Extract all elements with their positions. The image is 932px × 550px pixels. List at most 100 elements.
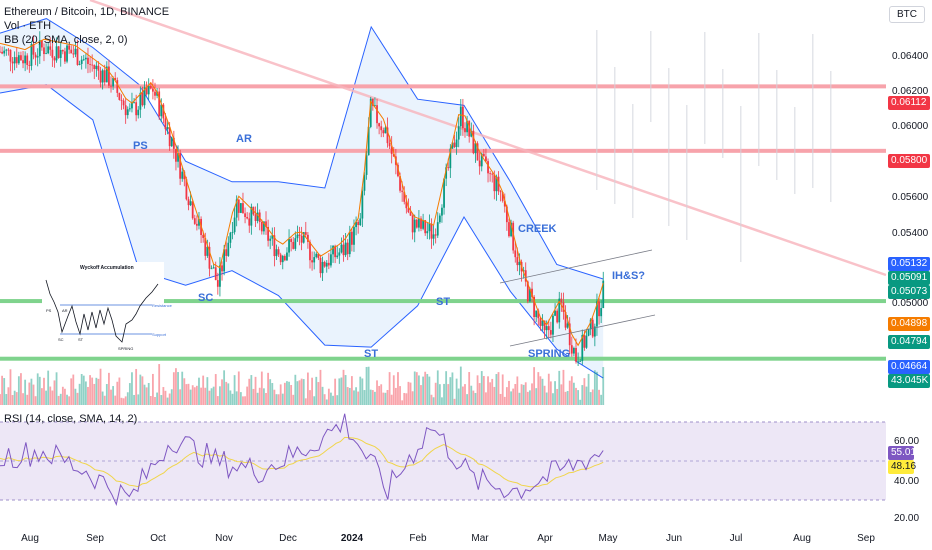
candle-body: [141, 92, 144, 106]
volume-bar: [432, 397, 435, 405]
candle-body: [298, 234, 301, 236]
candle-body: [57, 46, 60, 58]
volume-bar: [38, 376, 41, 405]
candle-body: [464, 128, 466, 133]
candle-body: [482, 153, 485, 157]
volume-bar: [560, 384, 563, 405]
volume-bar: [579, 399, 582, 405]
candle-body: [426, 231, 429, 234]
candle-body: [70, 49, 73, 54]
volume-bar: [160, 395, 163, 405]
candle-body: [397, 164, 399, 177]
candle-body: [593, 326, 596, 337]
candle-body: [420, 218, 422, 229]
volume-bar: [189, 389, 192, 405]
candle-body: [7, 49, 10, 51]
volume-bar: [258, 387, 261, 405]
volume-bar: [453, 398, 456, 405]
volume-bar: [334, 378, 337, 405]
candle-body: [91, 64, 94, 66]
inset-label-ar: AR: [62, 308, 68, 313]
volume-bar: [131, 372, 133, 405]
volume-bar: [596, 371, 598, 405]
rsi-legend[interactable]: RSI (14, close, SMA, 14, 2): [4, 413, 138, 425]
candle-body: [294, 238, 297, 249]
candle-body: [66, 45, 68, 62]
candle-body: [562, 302, 565, 312]
candle-body: [279, 254, 282, 263]
volume-bar: [325, 399, 328, 405]
volume-bar: [505, 387, 508, 405]
candle-body: [510, 222, 512, 237]
candle-body: [124, 105, 127, 116]
candle-body: [514, 250, 517, 258]
candle-body: [283, 255, 286, 261]
volume-bar: [0, 394, 1, 405]
candle-body: [175, 148, 177, 162]
volume-bar: [273, 389, 276, 405]
candle-body: [219, 265, 221, 287]
candle-body: [110, 85, 112, 87]
volume-bar: [556, 388, 559, 405]
candle-body: [45, 53, 47, 55]
projection-bar: [740, 106, 742, 262]
volume-bar: [424, 371, 427, 405]
volume-bar: [206, 377, 209, 405]
volume-bar: [562, 369, 565, 405]
candle-body: [392, 153, 395, 157]
candle-body: [210, 268, 213, 270]
candle-body: [319, 257, 322, 274]
candle-body: [95, 65, 98, 70]
volume-bar: [82, 375, 85, 405]
volume-bar: [149, 396, 152, 405]
volume-bar: [288, 381, 290, 405]
volume-bar: [78, 383, 81, 405]
volume-bar: [397, 372, 399, 405]
volume-bar: [235, 391, 238, 405]
candle-body: [290, 239, 293, 242]
annotation-st: ST: [436, 296, 451, 308]
volume-bar: [183, 378, 186, 405]
candle-body: [239, 203, 242, 213]
volume-bar: [55, 372, 58, 405]
candle-body: [581, 334, 584, 361]
volume-bar: [487, 376, 489, 405]
candle-body: [271, 235, 274, 239]
candle-body: [11, 61, 14, 64]
candle-body: [76, 48, 79, 65]
price-tag: 0.05073: [888, 285, 930, 299]
volume-bar: [543, 385, 546, 405]
volume-bar: [214, 374, 217, 405]
volume-bar: [91, 377, 94, 405]
candle-body: [485, 156, 487, 162]
volume-bar: [302, 379, 305, 405]
symbol-title[interactable]: Ethereum / Bitcoin, 1D, BINANCE: [4, 6, 170, 18]
candle-body: [445, 167, 448, 179]
bb-legend[interactable]: BB (20, SMA, close, 2, 0): [4, 34, 128, 46]
volume-bar: [573, 382, 575, 405]
volume-bar: [13, 390, 16, 405]
volume-bar: [89, 375, 91, 405]
candle-body: [547, 326, 550, 331]
inset-label-support: Support: [152, 332, 167, 337]
volume-bar: [577, 390, 579, 405]
volume-bar: [22, 393, 24, 405]
volume-bar: [438, 384, 441, 405]
volume-bar: [181, 371, 184, 405]
candle-body: [74, 48, 77, 55]
candle-body: [149, 85, 152, 89]
rsi-tick: 20.00: [894, 513, 920, 524]
volume-bar: [353, 390, 355, 405]
volume-legend[interactable]: Vol · ETH: [4, 20, 52, 32]
candle-body: [367, 126, 370, 156]
candle-body: [244, 213, 246, 217]
candle-body: [334, 245, 337, 258]
volume-bar: [575, 387, 577, 405]
annotation-ps: PS: [133, 140, 148, 152]
candle-body: [489, 173, 492, 175]
volume-bar: [336, 395, 339, 405]
volume-bar: [5, 394, 8, 405]
currency-button[interactable]: BTC: [889, 6, 925, 23]
